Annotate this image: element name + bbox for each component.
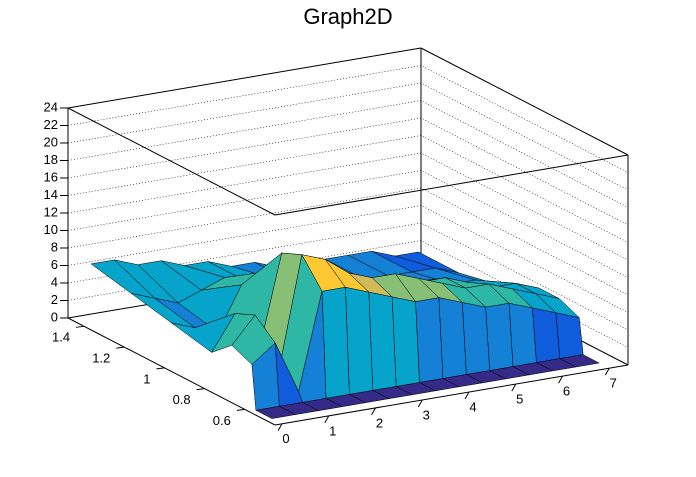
z-tick-label: 22 [44, 117, 58, 132]
surface-cell [391, 296, 420, 387]
grid-line [67, 222, 629, 331]
grid-line [67, 170, 629, 278]
y-tick-label: 0.8 [173, 392, 191, 407]
y-tick-label: 1 [143, 371, 150, 386]
grid-line [67, 205, 629, 313]
z-tick-label: 14 [44, 187, 58, 202]
grid-line [67, 82, 629, 191]
surface-cell [462, 302, 490, 375]
grid-line [67, 135, 629, 243]
x-tick-label: 1 [329, 423, 336, 438]
z-tick-label: 6 [51, 257, 58, 272]
y-tick-label: 0.6 [213, 413, 231, 428]
x-tick-label: 6 [563, 384, 570, 399]
x-tick [417, 399, 423, 408]
surface-cell [532, 307, 561, 363]
x-tick-label: 7 [610, 376, 617, 391]
y-tick [156, 367, 165, 370]
y-tick [236, 408, 245, 411]
x-tick-label: 2 [376, 415, 383, 430]
box-edge [67, 47, 422, 109]
surface-cell [255, 406, 297, 419]
y-tick [116, 346, 125, 349]
surface-cell [415, 297, 444, 383]
y-tick-label: 1.2 [92, 351, 110, 366]
z-tick-label: 10 [44, 222, 58, 237]
z-tick-label: 24 [44, 99, 58, 114]
grid-line [67, 117, 629, 226]
z-tick-label: 12 [44, 204, 58, 219]
x-tick [371, 407, 376, 416]
grid-line [67, 65, 629, 173]
surface-cell [555, 312, 584, 359]
box-edge [274, 154, 629, 216]
z-tick-label: 0 [51, 309, 58, 324]
x-tick-label: 0 [282, 431, 289, 446]
grid-line [67, 152, 629, 261]
x-tick [324, 415, 330, 424]
surface-cell [345, 286, 374, 395]
z-tick-label: 18 [44, 152, 58, 167]
surface-cell [368, 291, 397, 391]
y-tick-label: 1.4 [52, 330, 70, 345]
x-axis [274, 364, 629, 426]
y-axis [67, 317, 276, 426]
box-edge [420, 47, 629, 156]
grid-line [67, 187, 629, 296]
x-tick [511, 383, 517, 392]
x-tick-label: 4 [469, 399, 476, 414]
grid-line [67, 100, 629, 208]
z-tick-label: 2 [51, 292, 58, 307]
y-tick [196, 388, 205, 391]
chart-title: Graph2D [303, 4, 392, 29]
x-tick [277, 423, 283, 432]
surface-cell [321, 287, 350, 399]
x-tick [604, 367, 610, 376]
z-tick-label: 4 [51, 274, 58, 289]
grid-line [67, 47, 629, 156]
x-tick [464, 391, 470, 400]
surface-cell [438, 297, 467, 379]
box-edge [67, 107, 276, 216]
y-tick [76, 325, 85, 328]
surface-cell [485, 303, 514, 371]
x-tick [558, 375, 563, 384]
surface-cell [508, 302, 537, 367]
z-tick-label: 20 [44, 134, 58, 149]
x-tick-label: 3 [423, 407, 430, 422]
z-tick-label: 8 [51, 239, 58, 254]
x-tick-label: 5 [516, 392, 523, 407]
z-tick-label: 16 [44, 169, 58, 184]
